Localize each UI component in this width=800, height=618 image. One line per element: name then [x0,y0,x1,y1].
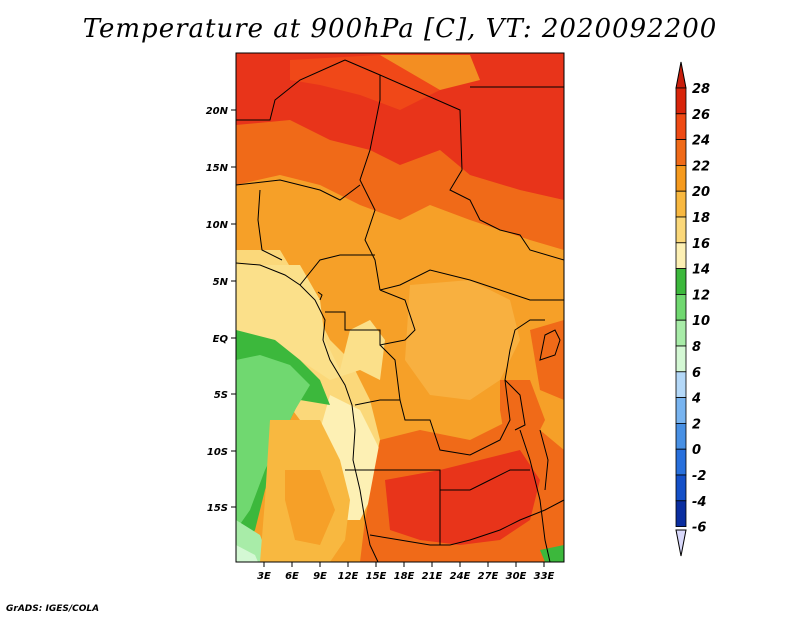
colorbar-segment [675,397,687,424]
colorbar-level-label: 24 [692,134,710,149]
lon-tick-label: 3E [257,571,271,582]
colorbar-segment [675,190,687,218]
colorbar-level-label: -4 [692,495,706,510]
colorbar-level-label: 28 [692,82,710,97]
colorbar-segment [675,242,687,270]
colorbar-bottom-arrow [675,529,687,557]
lon-tick-label: 21E [422,571,443,582]
colorbar-level-label: 6 [692,366,701,381]
lon-tick-label: 6E [285,571,299,582]
colorbar-segment [675,500,687,527]
colorbar-segment [675,422,687,450]
colorbar-segment [675,268,687,295]
lat-tick-label: 15S [207,503,228,514]
lon-tick-label: 30E [506,571,527,582]
latitude-axis: 20N 15N 10N 5N EQ 5S 10S 15S [206,106,236,514]
country-borders [236,59,564,562]
colorbar-segment [675,293,687,321]
longitude-axis: 3E 6E 9E 12E 15E 18E 21E 24E 27E 30E 33E [257,562,555,582]
colorbar-segment [675,448,687,476]
lat-tick-label: 5S [214,390,228,401]
colorbar-level-label: 26 [692,108,710,123]
grads-credit: GrADS: IGES/COLA [6,604,100,614]
colorbar-segment [675,371,687,398]
lon-tick-label: 9E [313,571,327,582]
colorbar-level-label: 20 [692,185,710,200]
colorbar-segment [675,319,687,347]
colorbar-level-label: 22 [692,159,710,174]
lat-tick-label: EQ [213,334,229,345]
colorbar-level-label: 16 [692,237,710,252]
colorbar-top-arrow [675,61,687,89]
lat-tick-label: 10S [207,447,228,458]
colorbar-segment [675,87,687,115]
colorbar-level-label: 4 [691,392,701,407]
map-frame [235,52,565,563]
temperature-field [236,53,564,562]
colorbar-level-label: 12 [692,288,710,303]
lon-tick-label: 18E [394,571,415,582]
colorbar-segment [675,474,687,502]
colorbar-segment [675,139,687,166]
colorbar-level-label: 18 [692,211,710,226]
colorbar-level-label: 8 [692,340,701,355]
colorbar-level-label: 10 [692,314,710,329]
colorbar-level-label: -6 [692,521,706,536]
colorbar-segment [675,113,687,141]
lon-tick-label: 12E [338,571,359,582]
colorbar-segment [675,164,687,192]
lon-tick-label: 27E [478,571,499,582]
map-title: Temperature at 900hPa [C], VT: 202009220… [82,14,718,44]
colorbar-level-label: 0 [692,443,701,458]
lat-tick-label: 5N [213,277,229,288]
lon-tick-label: 24E [450,571,471,582]
lat-tick-label: 10N [206,220,229,231]
colorbar-segment [675,216,687,244]
lat-tick-label: 20N [206,106,229,117]
lon-tick-label: 33E [534,571,555,582]
colorbar-segment [675,345,687,373]
lon-tick-label: 15E [366,571,387,582]
colorbar-level-label: 14 [692,263,710,278]
colorbar-level-label: 2 [692,417,701,432]
lat-tick-label: 15N [206,163,229,174]
colorbar-level-label: -2 [692,469,706,484]
